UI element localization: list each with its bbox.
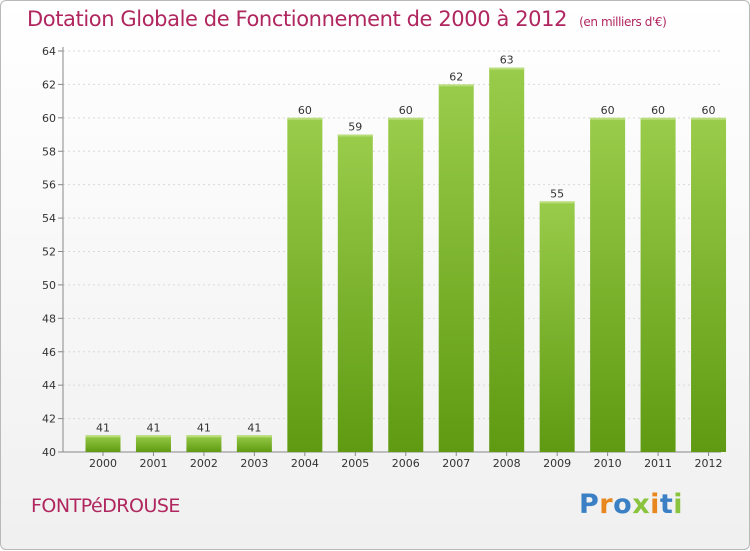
x-tick-label: 2010: [594, 457, 622, 470]
y-tick-label: 60: [42, 112, 56, 125]
y-tick-label: 44: [42, 379, 56, 392]
bar: [539, 201, 575, 452]
chart-title-text: Dotation Globale de Fonctionnement de 20…: [27, 7, 568, 31]
data-label: 55: [550, 187, 564, 200]
x-tick-label: 2009: [543, 457, 571, 470]
x-tick-label: 2006: [392, 457, 420, 470]
y-tick-label: 56: [42, 179, 56, 192]
y-tick-label: 58: [42, 145, 56, 158]
x-tick-label: 2005: [341, 457, 369, 470]
bar: [135, 435, 171, 452]
data-label: 60: [298, 104, 312, 117]
logo-letter: r: [599, 489, 614, 520]
logo-letter: P: [579, 489, 600, 520]
bar-highlight: [186, 435, 222, 438]
bar-highlight: [438, 84, 474, 87]
bar-highlight: [640, 117, 676, 120]
x-tick-label: 2004: [291, 457, 319, 470]
bar: [640, 117, 676, 452]
y-tick-label: 64: [42, 45, 56, 58]
bar-highlight: [135, 435, 171, 438]
data-label: 60: [601, 104, 615, 117]
commune-name: FONTPéDROUSE: [31, 495, 180, 517]
bar-highlight: [590, 117, 626, 120]
data-label: 41: [146, 421, 160, 434]
bar-highlight: [287, 117, 323, 120]
data-label: 60: [702, 104, 716, 117]
x-tick-label: 2011: [644, 457, 672, 470]
chart-title: Dotation Globale de Fonctionnement de 20…: [27, 7, 667, 31]
data-label: 41: [96, 421, 110, 434]
bar: [337, 134, 373, 452]
bar-highlight: [85, 435, 121, 438]
data-label: 60: [651, 104, 665, 117]
unit-note: (en milliers d'€): [579, 15, 667, 29]
bar-highlight: [691, 117, 727, 120]
bar-highlight: [388, 117, 424, 120]
bar: [85, 435, 121, 452]
data-label: 59: [348, 121, 362, 134]
x-tick-label: 2007: [442, 457, 470, 470]
logo-letter: x: [632, 489, 651, 520]
y-tick-label: 52: [42, 246, 56, 259]
data-label: 60: [399, 104, 413, 117]
x-tick-label: 2008: [493, 457, 521, 470]
x-tick-label: 2002: [190, 457, 218, 470]
x-tick-label: 2003: [240, 457, 268, 470]
logo-letter: o: [613, 489, 633, 520]
y-tick-label: 48: [42, 312, 56, 325]
data-label: 63: [500, 54, 514, 67]
bar: [438, 84, 474, 453]
y-tick-label: 42: [42, 413, 56, 426]
bar-highlight: [489, 67, 525, 70]
proxiti-logo[interactable]: Proxiti: [579, 489, 683, 520]
data-label: 41: [247, 421, 261, 434]
bar: [236, 435, 272, 452]
bar: [489, 67, 525, 452]
bar-highlight: [539, 201, 575, 204]
bar: [388, 117, 424, 452]
x-tick-label: 2001: [139, 457, 167, 470]
bar: [287, 117, 323, 452]
bar: [186, 435, 222, 452]
bar: [590, 117, 626, 452]
bar-highlight: [337, 134, 373, 137]
logo-letter: i: [673, 489, 684, 520]
y-tick-label: 40: [42, 446, 56, 459]
y-tick-label: 54: [42, 212, 56, 225]
data-label: 62: [449, 70, 463, 83]
x-tick-label: 2012: [695, 457, 723, 470]
x-tick-label: 2000: [89, 457, 117, 470]
y-tick-label: 50: [42, 279, 56, 292]
logo-letter: i: [650, 489, 660, 520]
data-label: 41: [197, 421, 211, 434]
bar: [691, 117, 727, 452]
logo-letter: t: [659, 489, 674, 520]
bar-highlight: [236, 435, 272, 438]
y-tick-label: 46: [42, 346, 56, 359]
y-tick-label: 62: [42, 78, 56, 91]
